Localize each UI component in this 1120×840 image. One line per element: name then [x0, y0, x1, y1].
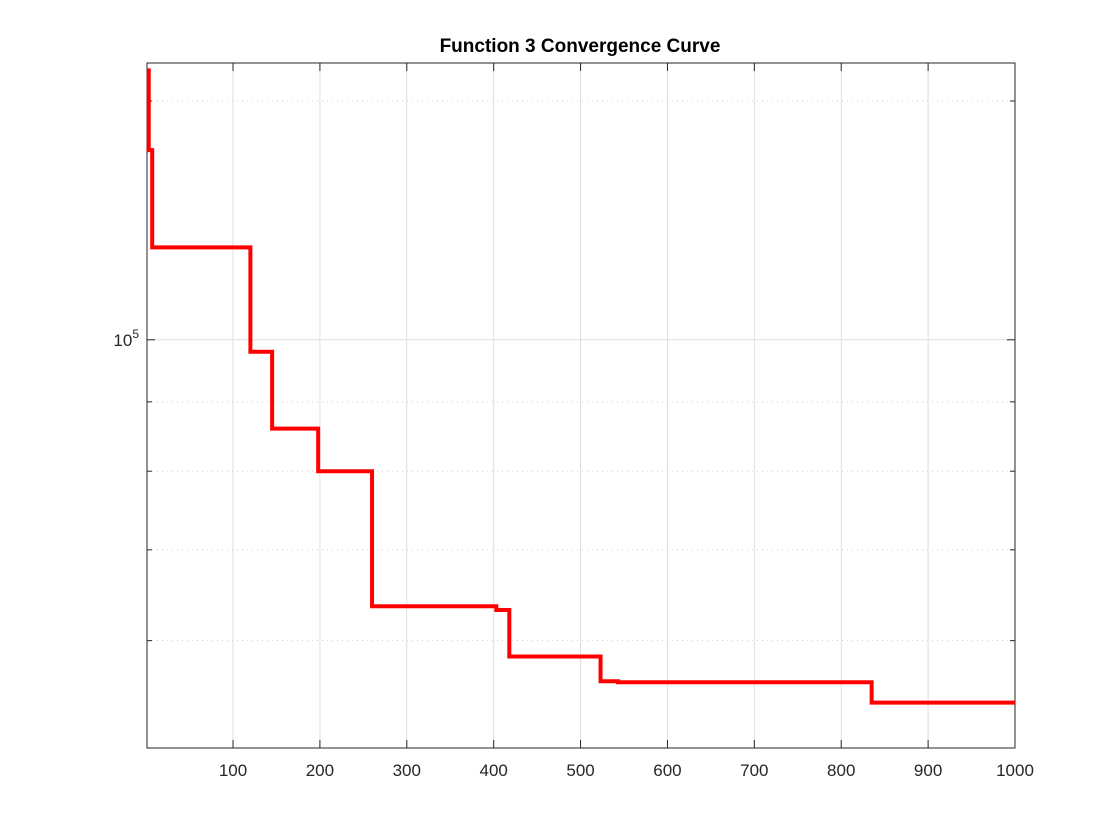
x-tick-label: 700	[740, 761, 768, 780]
x-tick-label: 400	[479, 761, 507, 780]
x-tick-label: 500	[566, 761, 594, 780]
y-tick-label: 105	[113, 327, 139, 350]
x-tick-label: 100	[219, 761, 247, 780]
y-axis-ticks: 105	[113, 100, 1015, 642]
x-tick-label: 300	[393, 761, 421, 780]
x-tick-label: 200	[306, 761, 334, 780]
chart-title: Function 3 Convergence Curve	[440, 36, 721, 57]
x-axis-ticks: 100 200 300 400 500 600 700 800 900 1000	[219, 63, 1034, 780]
x-tick-label: 1000	[996, 761, 1034, 780]
x-tick-label: 900	[914, 761, 942, 780]
x-tick-label: 600	[653, 761, 681, 780]
grid	[147, 63, 1015, 748]
convergence-curve	[146, 68, 1015, 705]
plot-area	[146, 68, 1015, 705]
x-tick-label: 800	[827, 761, 855, 780]
